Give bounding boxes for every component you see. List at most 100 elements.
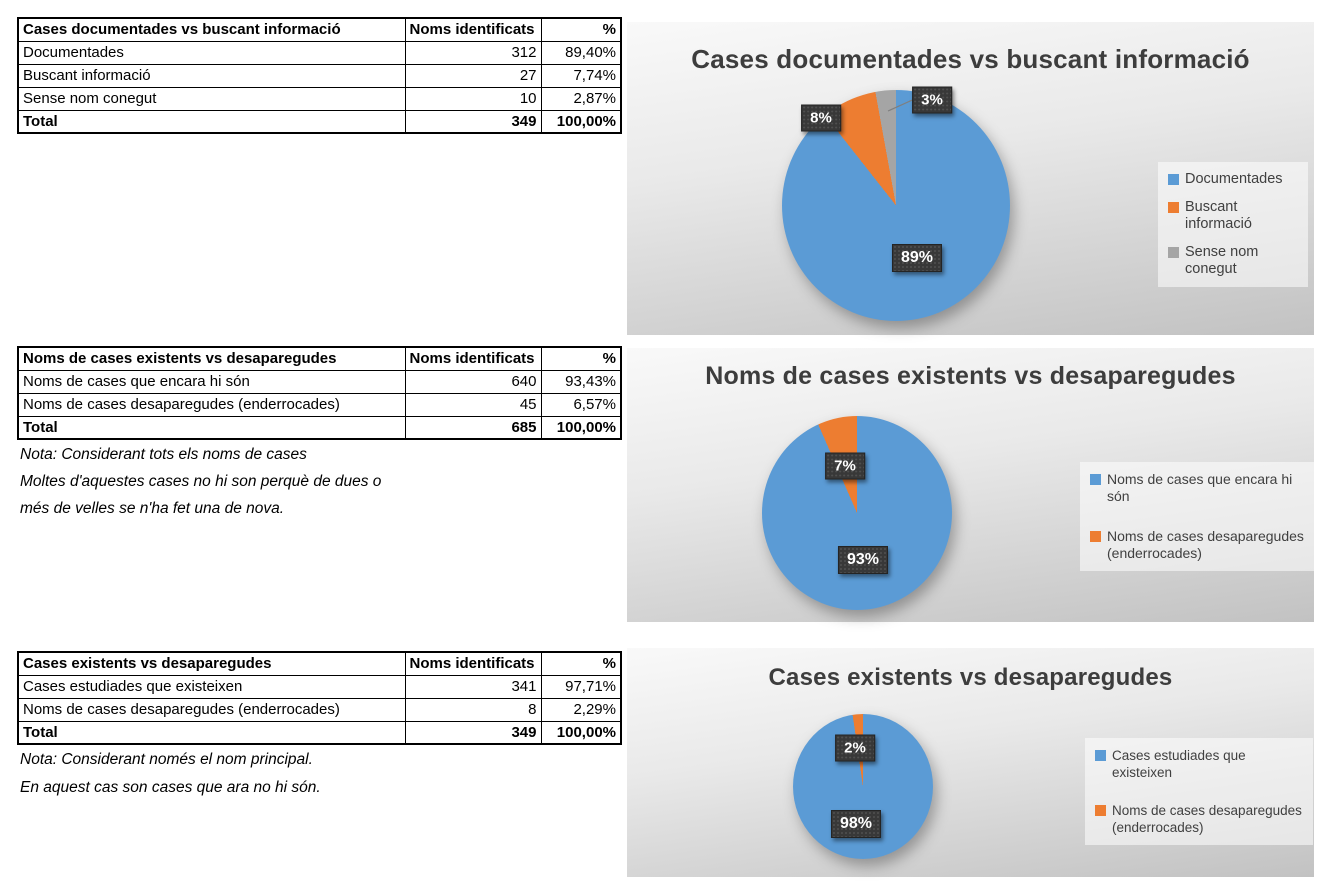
cell[interactable]: % <box>540 346 622 371</box>
legend-label: Documentades <box>1185 171 1283 187</box>
cell[interactable]: 100,00% <box>540 720 622 745</box>
data-label-93: 93% <box>837 546 889 574</box>
table-row: Noms de cases desaparegudes (enderrocade… <box>17 697 622 722</box>
table-row: Sense nom conegut 10 2,87% <box>17 86 622 111</box>
legend-swatch-icon <box>1095 750 1106 761</box>
note-line: Nota: Considerant només el nom principal… <box>20 751 313 768</box>
chart-noms-existents[interactable]: Noms de cases existents vs desaparegudes… <box>627 348 1315 622</box>
cell[interactable]: Noms de cases que encara hi són <box>17 369 406 394</box>
note-line: Moltes d'aquestes cases no hi son perquè… <box>20 473 382 490</box>
cell[interactable]: % <box>540 17 622 42</box>
note-line: En aquest cas son cases que ara no hi só… <box>20 779 321 796</box>
chart-legend[interactable]: Noms de cases que encara hi són Noms de … <box>1080 462 1315 571</box>
note-line: Nota: Considerant tots els noms de cases <box>20 446 307 463</box>
pie-chart[interactable] <box>762 416 952 610</box>
chart-cases-existents[interactable]: Cases existents vs desaparegudes 2% 98% … <box>627 648 1314 877</box>
table-header-row: Cases existents vs desaparegudes Noms id… <box>17 651 622 676</box>
legend-swatch-icon <box>1168 247 1179 258</box>
legend-item[interactable]: Sense nom conegut <box>1168 244 1298 278</box>
cell[interactable]: 2,29% <box>540 697 622 722</box>
legend-label: Noms de cases desaparegudes (enderrocade… <box>1107 528 1304 561</box>
cell[interactable]: Documentades <box>17 40 406 65</box>
cell[interactable]: % <box>540 651 622 676</box>
data-label-89: 89% <box>891 244 943 272</box>
cell[interactable]: 100,00% <box>540 109 622 134</box>
legend-label: Noms de cases que encara hi són <box>1107 471 1293 504</box>
cell[interactable]: 341 <box>404 674 542 699</box>
cell[interactable]: 97,71% <box>540 674 622 699</box>
cell[interactable]: Noms de cases existents vs desaparegudes <box>17 346 406 371</box>
legend-item[interactable]: Documentades <box>1168 171 1298 188</box>
cell[interactable]: 27 <box>404 63 542 88</box>
cell[interactable]: 6,57% <box>540 392 622 417</box>
legend-label: Cases estudiades que existeixen <box>1112 748 1246 780</box>
legend-item[interactable]: Buscant informació <box>1168 199 1298 233</box>
table-total-row: Total 349 100,00% <box>17 109 622 134</box>
table-total-row: Total 685 100,00% <box>17 415 622 440</box>
legend-label: Sense nom conegut <box>1185 244 1259 277</box>
table-row: Noms de cases desaparegudes (enderrocade… <box>17 392 622 417</box>
legend-label: Buscant informació <box>1185 199 1252 232</box>
cell[interactable]: 2,87% <box>540 86 622 111</box>
cell[interactable]: 100,00% <box>540 415 622 440</box>
table-row: Noms de cases que encara hi són 640 93,4… <box>17 369 622 394</box>
table-header-row: Noms de cases existents vs desaparegudes… <box>17 346 622 371</box>
legend-item[interactable]: Noms de cases que encara hi són <box>1090 471 1305 505</box>
chart-legend[interactable]: Cases estudiades que existeixen Noms de … <box>1085 738 1313 845</box>
cell[interactable]: 8 <box>404 697 542 722</box>
cell[interactable]: Total <box>17 109 406 134</box>
table-row: Documentades 312 89,40% <box>17 40 622 65</box>
cell[interactable]: 349 <box>404 109 542 134</box>
cell[interactable]: Noms identificats <box>404 17 542 42</box>
cell[interactable]: Noms identificats <box>404 651 542 676</box>
table3-notes: Nota: Considerant només el nom principal… <box>20 746 321 802</box>
cell[interactable]: 349 <box>404 720 542 745</box>
legend-swatch-icon <box>1168 202 1179 213</box>
legend-item[interactable]: Noms de cases desaparegudes (enderrocade… <box>1095 802 1303 836</box>
cell[interactable]: 10 <box>404 86 542 111</box>
legend-label: Noms de cases desaparegudes (enderrocade… <box>1112 803 1302 835</box>
cell[interactable]: 7,74% <box>540 63 622 88</box>
cell[interactable]: 45 <box>404 392 542 417</box>
cell[interactable]: Cases estudiades que existeixen <box>17 674 406 699</box>
cell[interactable]: 312 <box>404 40 542 65</box>
legend-swatch-icon <box>1095 805 1106 816</box>
table-row: Cases estudiades que existeixen 341 97,7… <box>17 674 622 699</box>
cell[interactable]: 93,43% <box>540 369 622 394</box>
legend-item[interactable]: Noms de cases desaparegudes (enderrocade… <box>1090 528 1305 562</box>
table-header-row: Cases documentades vs buscant informació… <box>17 17 622 42</box>
chart-title: Cases documentades vs buscant informació <box>691 44 1250 74</box>
legend-item[interactable]: Cases estudiades que existeixen <box>1095 747 1303 781</box>
cell[interactable]: Buscant informació <box>17 63 406 88</box>
data-label-98: 98% <box>830 810 882 838</box>
cell[interactable]: Noms de cases desaparegudes (enderrocade… <box>17 697 406 722</box>
cell[interactable]: 640 <box>404 369 542 394</box>
chart-title: Cases existents vs desaparegudes <box>768 664 1173 691</box>
data-label-2: 2% <box>835 734 875 762</box>
table-noms-existents: Noms de cases existents vs desaparegudes… <box>17 346 622 440</box>
chart-legend[interactable]: Documentades Buscant informació Sense no… <box>1158 162 1308 287</box>
cell[interactable]: Total <box>17 720 406 745</box>
table-cases-documentades: Cases documentades vs buscant informació… <box>17 17 622 134</box>
cell[interactable]: Noms de cases desaparegudes (enderrocade… <box>17 392 406 417</box>
cell[interactable]: Total <box>17 415 406 440</box>
table-cases-existents: Cases existents vs desaparegudes Noms id… <box>17 651 622 745</box>
cell[interactable]: Cases documentades vs buscant informació <box>17 17 406 42</box>
chart-cases-documentades[interactable]: Cases documentades vs buscant informació… <box>627 22 1314 335</box>
chart-title: Noms de cases existents vs desaparegudes <box>705 362 1236 390</box>
table-total-row: Total 349 100,00% <box>17 720 622 745</box>
cell[interactable]: 89,40% <box>540 40 622 65</box>
table-row: Buscant informació 27 7,74% <box>17 63 622 88</box>
data-label-7: 7% <box>825 452 865 480</box>
cell[interactable]: Sense nom conegut <box>17 86 406 111</box>
data-label-3: 3% <box>912 86 952 114</box>
cell[interactable]: Cases existents vs desaparegudes <box>17 651 406 676</box>
table2-notes: Nota: Considerant tots els noms de cases… <box>20 441 381 522</box>
legend-swatch-icon <box>1090 474 1101 485</box>
data-label-8: 8% <box>801 104 841 132</box>
legend-swatch-icon <box>1168 174 1179 185</box>
cell[interactable]: Noms identificats <box>404 346 542 371</box>
legend-swatch-icon <box>1090 531 1101 542</box>
cell[interactable]: 685 <box>404 415 542 440</box>
